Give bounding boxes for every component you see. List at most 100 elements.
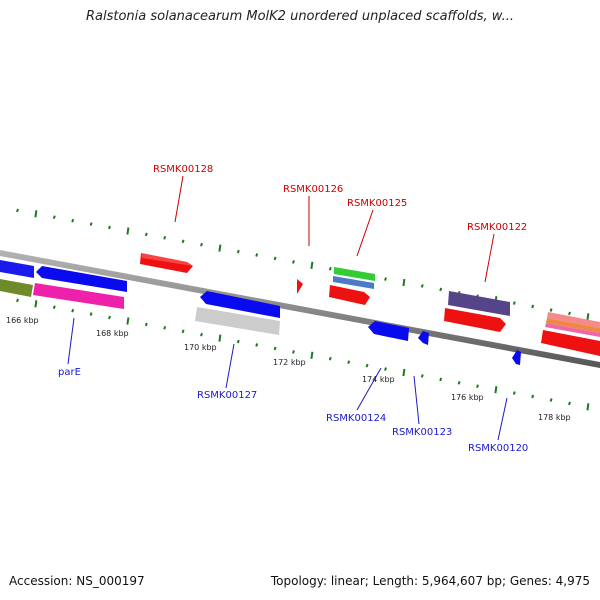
tick-mark-top-major bbox=[402, 278, 406, 287]
tick-mark-top-major bbox=[218, 244, 222, 252]
tick-mark-top-minor bbox=[236, 249, 240, 254]
tick-mark-top-minor bbox=[273, 256, 277, 261]
feature-left-edge[interactable] bbox=[0, 260, 34, 297]
tick-mark-top-minor bbox=[181, 239, 185, 244]
leader-rsmk00127 bbox=[225, 343, 235, 389]
tick-label-166: 166 kbp bbox=[6, 316, 39, 325]
tick-mark-top-major bbox=[586, 313, 590, 321]
leader-rsmk00120 bbox=[497, 397, 508, 441]
tick-mark-bottom-minor bbox=[292, 350, 295, 354]
tick-mark-top-minor bbox=[255, 253, 259, 257]
tick-mark-bottom-major bbox=[586, 403, 590, 411]
leader-rsmk00124 bbox=[356, 367, 382, 411]
tick-mark-bottom-minor bbox=[328, 356, 332, 361]
feature-rsmk00123[interactable] bbox=[418, 331, 429, 345]
gene-label-rsmk00126[interactable]: RSMK00126 bbox=[283, 184, 343, 195]
tick-mark-bottom-minor bbox=[476, 384, 479, 389]
tick-mark-bottom-minor bbox=[71, 308, 75, 313]
tick-mark-bottom-major bbox=[34, 300, 38, 308]
tick-mark-top-minor bbox=[384, 277, 387, 281]
feature-rsmk00128[interactable] bbox=[140, 253, 193, 273]
tick-mark-bottom-major bbox=[310, 351, 314, 359]
tick-row-bottom bbox=[16, 298, 590, 411]
feature-rsmk00127[interactable] bbox=[195, 291, 280, 335]
feature-rsmk00120[interactable] bbox=[512, 350, 521, 365]
tick-mark-top-minor bbox=[89, 222, 93, 226]
leader-rsmk00122 bbox=[484, 233, 495, 283]
gene-label-rsmk00120[interactable]: RSMK00120 bbox=[468, 443, 528, 454]
tick-mark-top-minor bbox=[439, 287, 443, 292]
sequence-backbone bbox=[0, 250, 600, 368]
leader-pare bbox=[67, 317, 75, 365]
tick-label-168: 168 kbp bbox=[96, 329, 129, 338]
tick-mark-bottom-minor bbox=[549, 398, 553, 402]
tick-label-174: 174 kbp bbox=[362, 375, 395, 384]
gene-label-rsmk00128[interactable]: RSMK00128 bbox=[153, 164, 213, 175]
tick-mark-bottom-minor bbox=[89, 312, 93, 316]
tick-mark-bottom-minor bbox=[16, 298, 19, 303]
gene-label-rsmk00122[interactable]: RSMK00122 bbox=[467, 222, 527, 233]
tick-mark-top-minor bbox=[328, 266, 332, 271]
tick-mark-bottom-minor bbox=[52, 305, 56, 310]
tick-mark-bottom-major bbox=[126, 317, 130, 325]
gene-label-rsmk00127[interactable]: RSMK00127 bbox=[197, 390, 257, 401]
tick-mark-bottom-minor bbox=[273, 346, 277, 351]
tick-mark-top-minor bbox=[16, 208, 19, 213]
tick-mark-bottom-major bbox=[402, 368, 406, 377]
tick-mark-top-minor bbox=[52, 215, 56, 220]
leader-rsmk00123 bbox=[413, 375, 420, 425]
tick-mark-top-minor bbox=[292, 260, 295, 264]
tick-mark-top-major bbox=[310, 261, 314, 269]
tick-label-176: 176 kbp bbox=[451, 393, 484, 402]
feature-rsmk00122-stack[interactable] bbox=[444, 291, 510, 332]
tick-mark-bottom-minor bbox=[568, 401, 571, 406]
tick-mark-bottom-minor bbox=[457, 380, 461, 385]
feature-edge-stack[interactable] bbox=[541, 312, 600, 356]
tick-mark-top-major bbox=[34, 210, 38, 218]
tick-mark-bottom-minor bbox=[384, 367, 387, 371]
gene-label-rsmk00123[interactable]: RSMK00123 bbox=[392, 427, 452, 438]
leader-rsmk00128 bbox=[174, 175, 184, 223]
tick-mark-bottom-minor bbox=[365, 363, 369, 368]
tick-mark-bottom-minor bbox=[439, 377, 443, 382]
leader-rsmk00125 bbox=[356, 209, 374, 257]
tick-mark-bottom-minor bbox=[163, 325, 167, 330]
tick-mark-bottom-minor bbox=[108, 315, 111, 320]
tick-mark-top-minor bbox=[549, 308, 553, 312]
page-title: Ralstonia solanacearum MolK2 unordered u… bbox=[85, 9, 514, 24]
tick-label-178: 178 kbp bbox=[538, 413, 571, 422]
tick-mark-top-minor bbox=[531, 304, 535, 309]
tick-mark-top-minor bbox=[144, 232, 148, 237]
tick-mark-top-minor bbox=[108, 225, 111, 230]
tick-label-170: 170 kbp bbox=[184, 343, 217, 352]
feature-rsmk00125-stack[interactable] bbox=[329, 267, 375, 305]
tick-row-top bbox=[16, 208, 590, 321]
tick-mark-top-minor bbox=[420, 284, 424, 288]
tick-mark-top-major bbox=[126, 227, 130, 235]
tick-mark-bottom-minor bbox=[420, 374, 424, 378]
tick-mark-bottom-minor bbox=[255, 343, 259, 347]
tick-mark-bottom-minor bbox=[200, 332, 203, 337]
tick-mark-bottom-minor bbox=[144, 322, 148, 327]
feature-rsmk00124[interactable] bbox=[368, 321, 409, 341]
gene-label-pare[interactable]: parE bbox=[58, 367, 81, 378]
tick-mark-top-minor bbox=[200, 242, 203, 247]
tick-mark-bottom-minor bbox=[181, 329, 185, 334]
topology-text: Topology: linear; Length: 5,964,607 bp; … bbox=[270, 574, 590, 588]
tick-mark-bottom-major bbox=[218, 334, 222, 342]
tick-mark-top-minor bbox=[163, 235, 167, 240]
feature-rsmk00126[interactable] bbox=[297, 279, 303, 294]
gene-label-rsmk00125[interactable]: RSMK00125 bbox=[347, 198, 407, 209]
tick-label-172: 172 kbp bbox=[273, 358, 306, 367]
tick-mark-top-minor bbox=[512, 301, 516, 305]
tick-mark-bottom-major bbox=[494, 386, 498, 394]
tick-mark-bottom-minor bbox=[531, 394, 535, 399]
tick-mark-top-minor bbox=[71, 218, 75, 223]
tick-mark-bottom-minor bbox=[236, 339, 240, 344]
feature-pare[interactable] bbox=[33, 266, 127, 309]
gene-label-rsmk00124[interactable]: RSMK00124 bbox=[326, 413, 386, 424]
accession-text: Accession: NS_000197 bbox=[9, 574, 145, 588]
tick-mark-bottom-minor bbox=[347, 360, 351, 365]
tick-mark-top-minor bbox=[568, 311, 571, 316]
